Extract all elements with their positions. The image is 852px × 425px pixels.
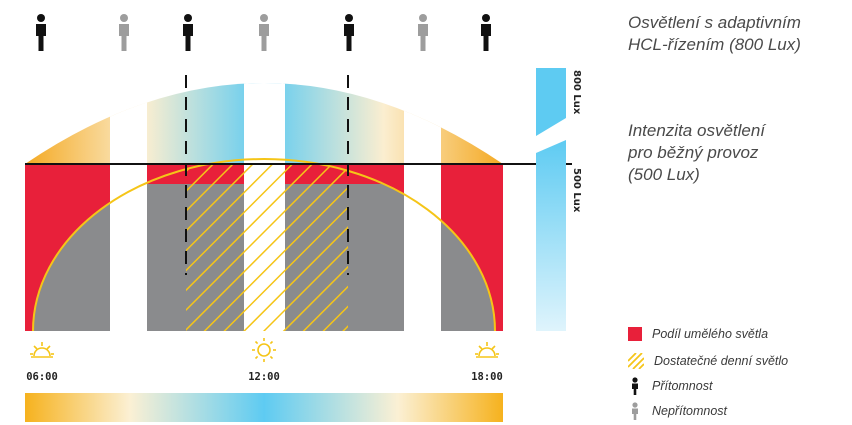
hatch-swatch [628,353,644,369]
adaptive-note-line2: HCL-řízením (800 Lux) [628,35,801,54]
legend-absence-label: Nepřítomnost [652,404,728,418]
person-absent-icon [418,14,428,51]
occupancy-row [36,14,491,51]
legend-daylight-label: Dostatečné denní světlo [654,354,789,368]
lux-scale-bar: 800 Lux 500 Lux [536,68,582,331]
adaptive-note-line1: Osvětlení s adaptivním [628,13,801,32]
absence-gap [404,83,441,164]
person-present-icon [344,14,354,51]
absence-gap [404,164,441,331]
sun-icon [252,338,276,362]
lux-500-label: 500 Lux [571,168,582,213]
normal-note-line3: (500 Lux) [628,165,700,184]
lux-800-label: 800 Lux [571,70,582,115]
absence-gap-hatch [244,164,285,331]
red-swatch [628,327,642,341]
sun-icon [475,342,499,358]
legend-presence-label: Přítomnost [652,379,713,393]
person-absent-icon [119,14,129,51]
legend-absence: Nepřítomnost [628,402,727,420]
legend-artificial-light: Podíl umělého světla [628,325,768,343]
normal-operation-area [25,158,503,332]
normal-lighting-note: Intenzita osvětlení pro běžný provoz (50… [628,120,765,186]
sun-icon [30,342,54,358]
time-label-noon: 12:00 [248,371,280,383]
daylight-arc [32,158,496,332]
person-absent-icon [259,14,269,51]
absence-gap [110,164,147,331]
absence-gap [244,83,285,164]
normal-note-line1: Intenzita osvětlení [628,121,766,140]
daylight-color-bar [25,393,503,422]
legend-daylight: Dostatečné denní světlo [628,352,788,370]
person-present-icon [632,377,638,395]
person-present-icon [183,14,193,51]
person-present-icon [481,14,491,51]
hcl-boost-area [25,83,503,164]
time-label-morning: 06:00 [26,371,58,383]
normal-note-line2: pro běžný provoz [628,143,759,162]
legend-artificial-label: Podíl umělého světla [652,327,769,341]
adaptive-lighting-note: Osvětlení s adaptivním HCL-řízením (800 … [628,12,801,56]
person-absent-icon [632,402,638,420]
person-present-icon [36,14,46,51]
legend-presence: Přítomnost [628,377,712,395]
absence-gap [110,83,147,164]
time-label-evening: 18:00 [471,371,503,383]
